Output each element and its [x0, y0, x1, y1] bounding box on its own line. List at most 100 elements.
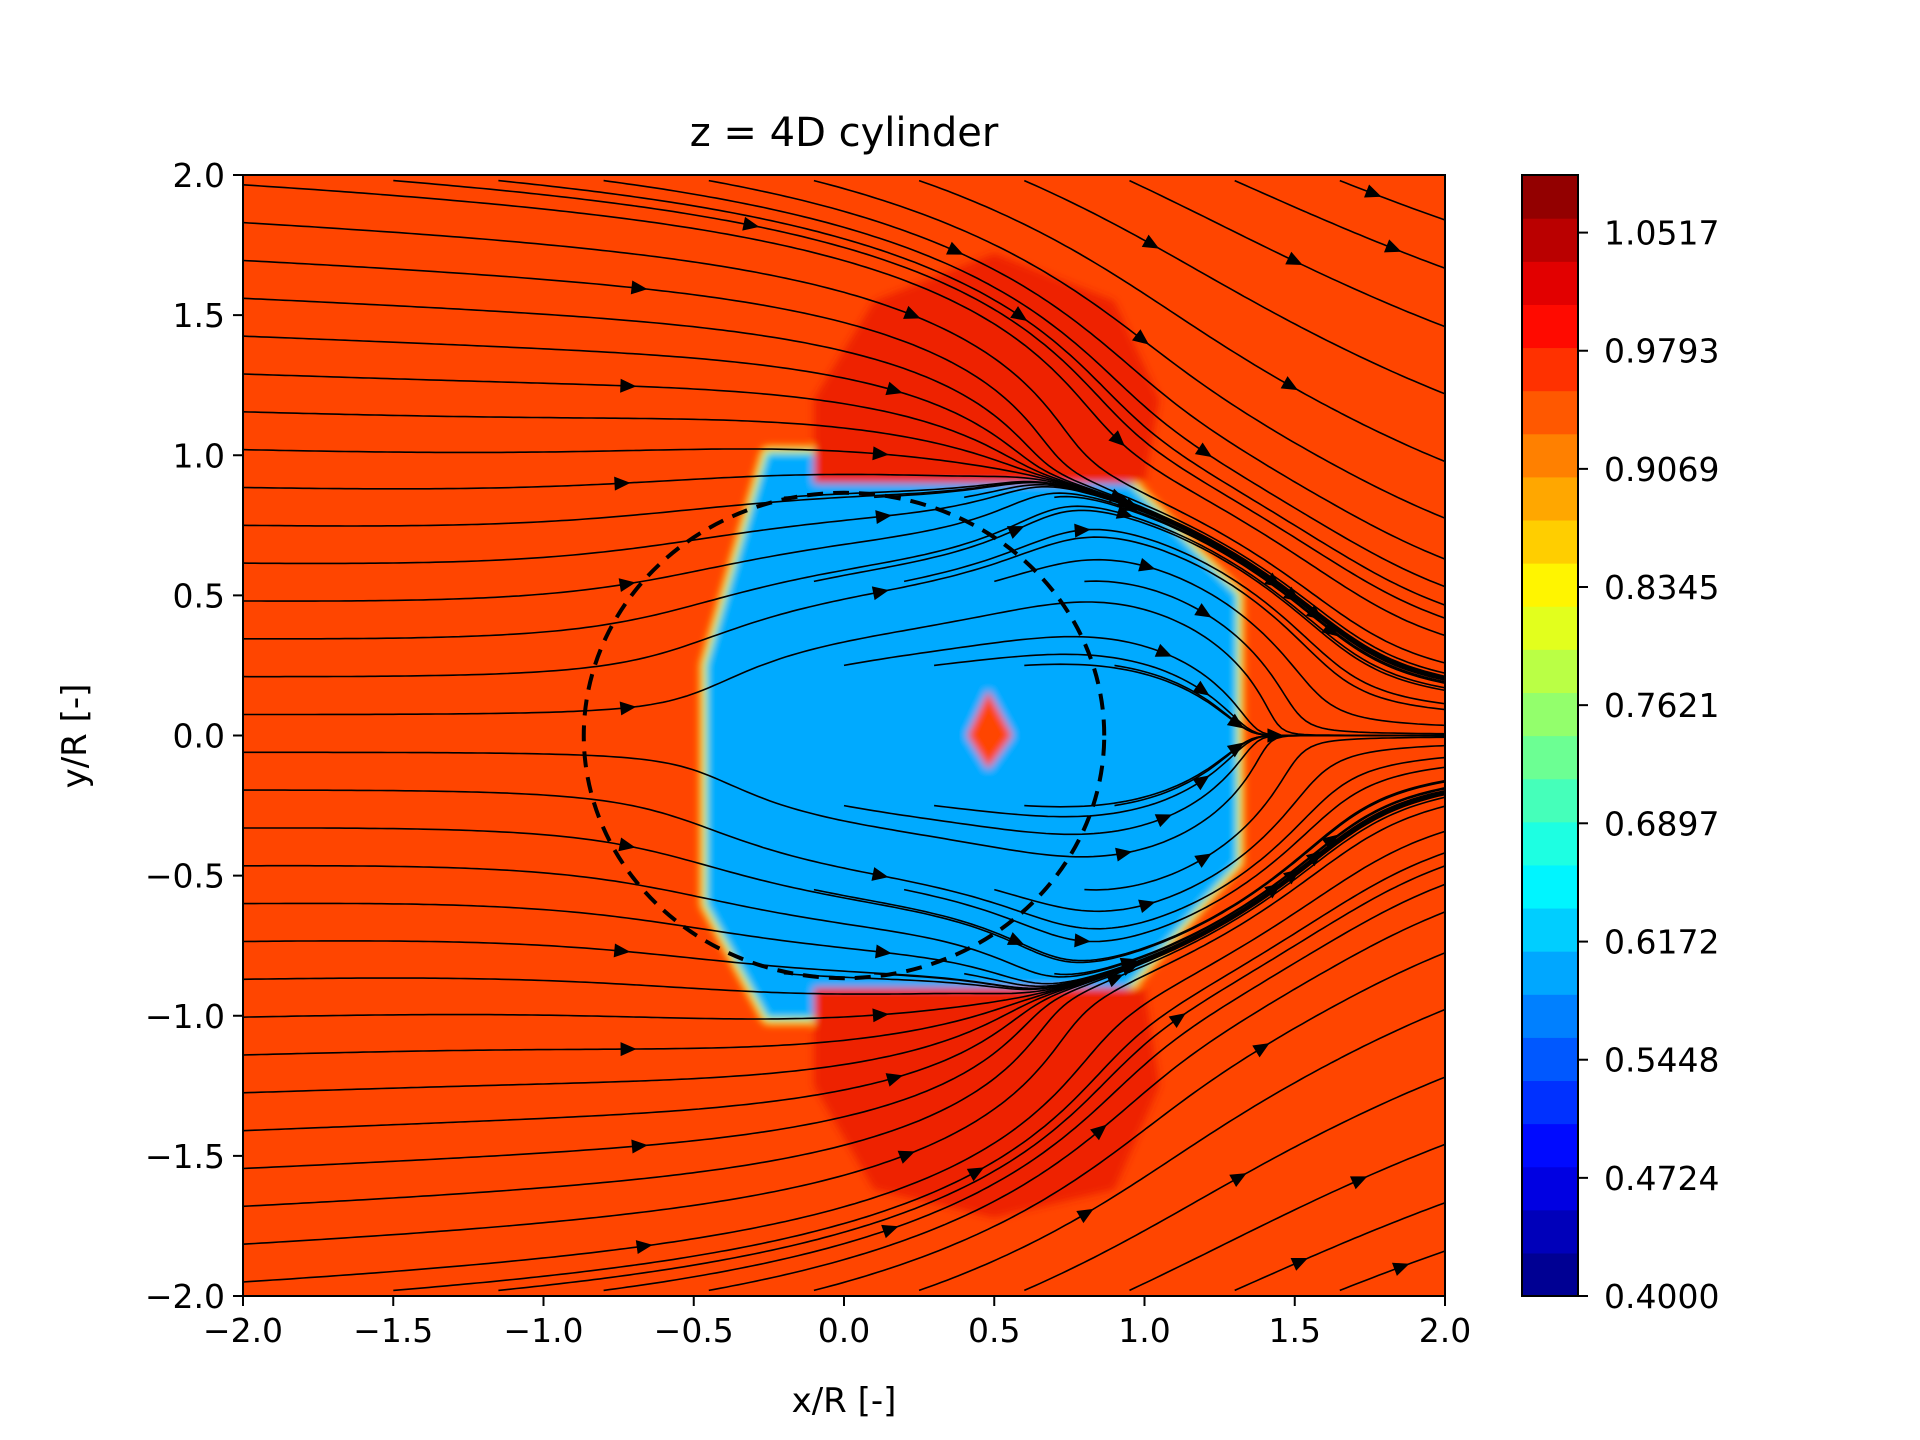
- streamline: [498, 865, 1445, 1292]
- x-tick-label: 1.0: [1118, 1311, 1170, 1350]
- streamline: [903, 766, 1445, 943]
- streamline-arrow: [630, 280, 648, 295]
- streamline-arrow: [903, 305, 921, 319]
- streamline: [243, 796, 1445, 1208]
- streamline: [243, 259, 1445, 674]
- colorbar-segment: [1522, 994, 1578, 1038]
- colorbar-frame: [1521, 174, 1579, 1297]
- streamline: [1054, 495, 1445, 684]
- streamline-arrow: [614, 476, 631, 491]
- streamline: [1339, 179, 1445, 221]
- streamline: [1084, 580, 1445, 735]
- streamline-arrow: [1006, 932, 1025, 945]
- streamline-arrow: [966, 1167, 985, 1182]
- streamline-arrow: [871, 867, 889, 881]
- streamline: [243, 830, 1445, 1283]
- streamline-arrow: [875, 944, 892, 959]
- streamline-arrow: [875, 510, 892, 525]
- colorbar-tick-label: 0.4724: [1604, 1159, 1719, 1198]
- colorbar-segment: [1522, 778, 1578, 823]
- streamline-arrow: [620, 1042, 637, 1057]
- colorbar-segment: [1522, 735, 1578, 780]
- streamline-arrow: [613, 943, 631, 958]
- streamline-arrow: [1229, 1173, 1247, 1188]
- colorbar-segment: [1522, 433, 1578, 478]
- colorbar-segment: [1522, 1252, 1578, 1297]
- streamline-arrow: [1267, 728, 1284, 743]
- streamline-arrow: [1074, 523, 1091, 538]
- colorbar-segment: [1522, 606, 1578, 650]
- streamline-arrow: [1280, 376, 1299, 391]
- streamline-arrow: [946, 241, 964, 255]
- streamline-arrow: [631, 1139, 648, 1154]
- y-tick-label: 0.0: [173, 717, 225, 756]
- colorbar-tick-label: 0.9793: [1604, 332, 1719, 371]
- colorbar-segment: [1522, 476, 1578, 521]
- streamline-arrow: [1349, 1176, 1368, 1190]
- streamline: [813, 779, 1445, 962]
- colorbar-segment: [1522, 907, 1578, 952]
- streamline-arrow: [1090, 1124, 1107, 1141]
- colorbar-tick-label: 0.4000: [1604, 1277, 1719, 1316]
- x-tick-label: 0.0: [818, 1311, 870, 1350]
- colorbar-segment: [1522, 175, 1578, 219]
- y-tick-label: −1.5: [145, 1137, 225, 1176]
- y-tick-label: 0.5: [173, 576, 225, 615]
- streamline: [603, 883, 1445, 1292]
- colorbar-tick-label: 1.0517: [1604, 214, 1719, 253]
- streamline-arrow: [620, 378, 637, 393]
- streamline-arrow: [1154, 814, 1173, 828]
- streamline-arrow: [618, 578, 636, 593]
- colorbar-tick-label: 0.6897: [1604, 804, 1719, 843]
- streamline-arrow: [1305, 604, 1323, 621]
- colorbar-ticks: 1.0517 0.9793 0.9069 0.8345 0.7621 0.6897 0.61…: [1578, 214, 1719, 1316]
- streamline-arrow: [1131, 329, 1149, 345]
- x-tick-label: −0.5: [654, 1311, 734, 1350]
- colorbar-tick-label: 0.7621: [1604, 686, 1719, 725]
- streamline-arrow: [1321, 621, 1339, 637]
- colorbar-segment: [1522, 261, 1578, 305]
- colorbar-segment: [1522, 347, 1578, 392]
- streamline: [994, 558, 1445, 727]
- colorbar-segment: [1522, 1166, 1578, 1211]
- streamline-arrow: [1192, 775, 1210, 791]
- streamline: [243, 505, 1445, 689]
- streamline-arrow: [885, 1073, 903, 1087]
- y-axis-label: y/R [-]: [55, 684, 95, 789]
- y-tick-label: −0.5: [145, 857, 225, 896]
- streamline-arrow: [1290, 1257, 1309, 1271]
- colorbar-segment: [1522, 563, 1578, 607]
- streamline: [903, 528, 1445, 705]
- colorbar-tick-label: 0.5448: [1604, 1041, 1719, 1080]
- y-tick-label: 1.5: [173, 296, 225, 335]
- streamline-arrow: [1321, 834, 1339, 850]
- colorbar-tick-label: 0.8345: [1604, 568, 1719, 607]
- streamline: [813, 509, 1445, 692]
- streamline-arrow: [1285, 251, 1303, 265]
- colorbar-segment: [1522, 519, 1578, 564]
- streamline: [1023, 179, 1445, 395]
- streamline-arrow: [1138, 899, 1156, 914]
- x-axis-ticks: −2.0 −1.5 −1.0 −0.5 0.0 0.5 1.0 1.5 2.0: [203, 1296, 1471, 1350]
- x-tick-label: −2.0: [203, 1311, 283, 1350]
- streamline: [708, 179, 1445, 560]
- colorbar-segment: [1522, 1080, 1578, 1125]
- streamline: [918, 1008, 1445, 1292]
- dashed-circle: [581, 490, 1107, 981]
- colorbar-segment: [1522, 951, 1578, 995]
- streamlines: [243, 179, 1445, 1292]
- streamline-arrow: [1252, 1043, 1270, 1058]
- chart-title: z = 4D cylinder: [690, 110, 999, 156]
- x-tick-label: 2.0: [1419, 1311, 1471, 1350]
- streamline-arrow: [872, 446, 889, 461]
- streamline: [1054, 787, 1445, 976]
- colorbar-segment: [1522, 390, 1578, 435]
- streamline-arrow: [871, 586, 889, 601]
- streamline: [243, 734, 1445, 858]
- y-tick-label: 2.0: [173, 156, 225, 195]
- streamline: [243, 781, 1445, 964]
- streamline: [603, 179, 1445, 588]
- streamline-arrow: [1364, 184, 1382, 198]
- streamline-arrow: [881, 1224, 899, 1239]
- streamline-arrow: [1192, 680, 1210, 696]
